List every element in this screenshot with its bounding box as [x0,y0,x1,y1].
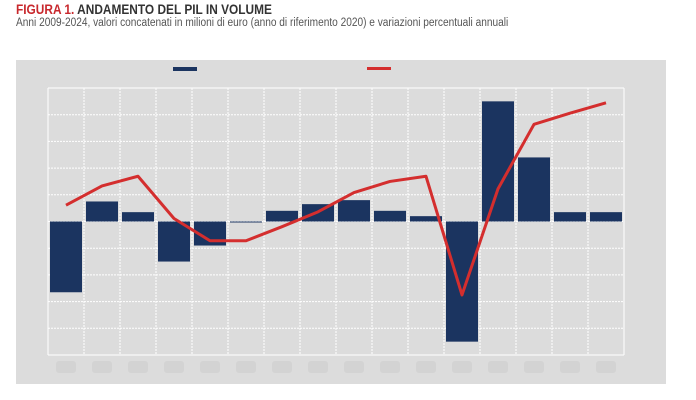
bar-2022 [518,157,550,222]
bar-2015 [266,210,298,222]
x-tick-label [416,361,436,373]
x-tick-label [200,361,220,373]
x-tick-label [524,361,544,373]
x-tick-label [236,361,256,373]
gdp-level-line [65,101,607,297]
x-tick-label [92,361,112,373]
x-tick-label [452,361,472,373]
figure-label: FIGURA 1. [16,2,75,17]
legend-line-swatch [367,67,391,70]
bar-2017 [338,200,370,222]
bar-2021 [482,101,514,222]
x-tick-label [344,361,364,373]
figure-subtitle: Anni 2009-2024, valori concatenati in mi… [16,17,509,29]
bar-2020 [446,221,478,342]
x-tick-label [560,361,580,373]
bar-2019 [410,216,442,222]
bar-2011 [122,212,154,222]
x-tick-label [488,361,508,373]
legend-bar-swatch [173,67,197,71]
bar-2018 [374,210,406,222]
bar-2023 [554,212,586,222]
bar-2012 [158,221,190,262]
x-tick-label [596,361,616,373]
bar-2009 [50,221,82,293]
bar-2010 [86,201,118,222]
x-tick-label [272,361,292,373]
x-tick-label [380,361,400,373]
bar-2024 [590,212,622,222]
x-tick-label [308,361,328,373]
figure-title: FIGURA 1. ANDAMENTO DEL PIL IN VOLUME [16,2,272,17]
x-tick-label [56,361,76,373]
x-tick-label [128,361,148,373]
x-tick-label [164,361,184,373]
bar-2014 [230,221,262,223]
figure-title-text: ANDAMENTO DEL PIL IN VOLUME [77,2,272,17]
